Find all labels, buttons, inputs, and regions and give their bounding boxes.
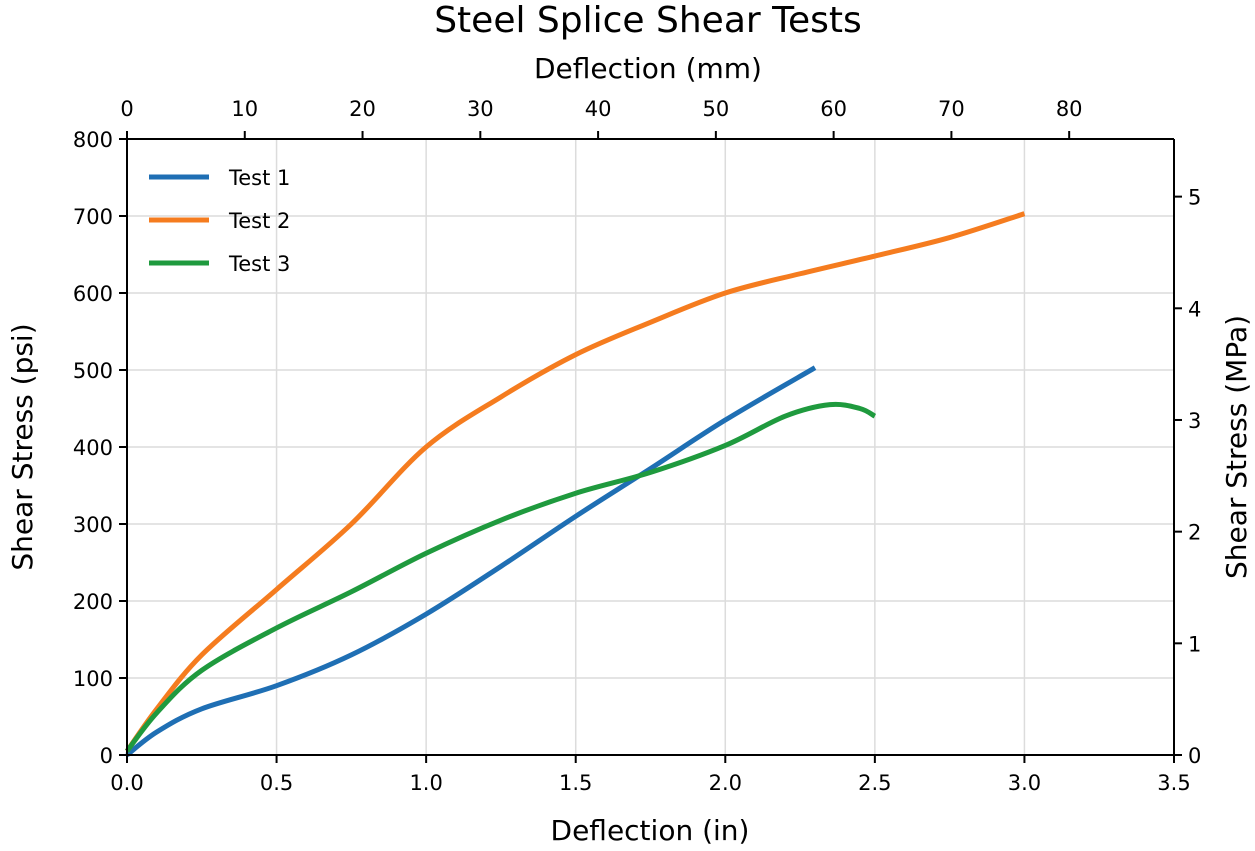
y-tick-label: 300 <box>73 513 113 537</box>
chart-title: Steel Splice Shear Tests <box>434 0 862 41</box>
right-y-axis-label: Shear Stress (MPa) <box>1220 315 1253 579</box>
left-y-axis-label: Shear Stress (psi) <box>6 323 39 570</box>
y2-tick-label: 3 <box>1188 409 1201 433</box>
x-tick-label: 2.0 <box>709 771 742 795</box>
axes: 0.0 0.5 1.0 1.5 2.0 2.5 3.0 3.50100200300400500… <box>73 97 1201 795</box>
y2-tick-label: 5 <box>1188 186 1201 210</box>
x-tick-label: 3.5 <box>1157 771 1190 795</box>
x2-tick-label: 10 <box>231 97 258 121</box>
x2-tick-label: 40 <box>585 97 612 121</box>
y-tick-label: 500 <box>73 359 113 383</box>
series-line-test-1 <box>125 365 817 757</box>
x-tick-label: 1.0 <box>409 771 442 795</box>
y-tick-label: 0 <box>100 744 113 768</box>
y2-tick-label: 0 <box>1188 744 1201 768</box>
y-tick-label: 800 <box>73 128 113 152</box>
x2-tick-label: 70 <box>938 97 965 121</box>
y2-tick-label: 1 <box>1188 632 1201 656</box>
legend-label-test-1: Test 1 <box>228 166 290 190</box>
y2-tick-label: 4 <box>1188 297 1201 321</box>
x2-tick-label: 50 <box>702 97 729 121</box>
top-x-axis-label: Deflection (mm) <box>534 52 762 85</box>
y-tick-label: 100 <box>73 667 113 691</box>
x2-tick-label: 30 <box>467 97 494 121</box>
x-tick-label: 1.5 <box>559 771 592 795</box>
y-tick-label: 700 <box>73 205 113 229</box>
series-layer <box>124 211 1026 757</box>
y-tick-label: 400 <box>73 436 113 460</box>
y2-tick-label: 2 <box>1188 521 1201 545</box>
x-tick-label: 0.5 <box>260 771 293 795</box>
legend-label-test-2: Test 2 <box>228 209 290 233</box>
legend: Test 1 Test 2 Test 3 <box>149 166 290 276</box>
x2-tick-label: 0 <box>120 97 133 121</box>
series-line-test-2 <box>124 211 1026 753</box>
x-tick-label: 3.0 <box>1008 771 1041 795</box>
x-tick-label: 2.5 <box>858 771 891 795</box>
x2-tick-label: 60 <box>820 97 847 121</box>
x-tick-label: 0.0 <box>110 771 143 795</box>
bottom-x-axis-label: Deflection (in) <box>551 814 750 847</box>
y-tick-label: 200 <box>73 590 113 614</box>
legend-label-test-3: Test 3 <box>228 252 290 276</box>
x2-tick-label: 20 <box>349 97 376 121</box>
y-tick-label: 600 <box>73 282 113 306</box>
grid <box>127 139 1174 755</box>
series-line-test-3 <box>125 401 877 753</box>
x2-tick-label: 80 <box>1056 97 1083 121</box>
